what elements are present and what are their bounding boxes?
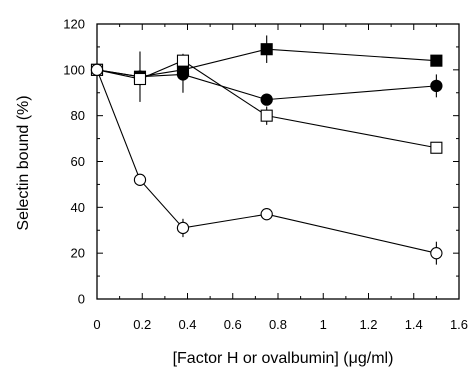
y-tick-label: 60: [71, 154, 85, 169]
x-tick-label: 0.6: [224, 317, 242, 332]
data-point: [430, 79, 443, 93]
data-point: [133, 173, 147, 186]
x-tick-label: 1.6: [450, 317, 468, 332]
data-point: [430, 141, 443, 154]
plot-frame: [96, 23, 460, 300]
x-tick-label: 0.8: [269, 317, 287, 332]
data-point: [260, 43, 273, 56]
y-tick-label: 0: [78, 292, 85, 307]
data-point: [430, 54, 443, 67]
data-point: [176, 221, 190, 235]
data-point: [176, 68, 190, 81]
x-tick-label: 0.2: [133, 317, 151, 332]
series-layer: [90, 35, 443, 265]
y-tick-label: 120: [63, 17, 85, 32]
x-tick-label: 0: [93, 317, 100, 332]
y-axis-title: Selectin bound (%): [15, 95, 32, 230]
data-point: [90, 63, 104, 76]
x-tick-label: 1.2: [359, 317, 377, 332]
data-point: [260, 93, 273, 106]
y-tick-label: 100: [63, 62, 85, 77]
x-axis-title: [Factor H or ovalbumin] (μg/ml): [173, 350, 394, 367]
data-point: [260, 208, 273, 221]
axes: 0 0.2 0.4 0.6 0.8 1 1.2 1.4 1.6 0 20 40 60 80 100 120: [63, 17, 468, 333]
x-tick-label: 1.4: [405, 317, 423, 332]
data-point: [133, 72, 147, 86]
data-point: [176, 54, 190, 67]
y-tick-label: 20: [71, 246, 85, 261]
series-open-circle: [90, 63, 443, 265]
data-point: [260, 109, 273, 122]
y-tick-label: 40: [71, 200, 85, 215]
y-tick-label: 80: [71, 108, 85, 123]
x-tick-label: 0.4: [178, 317, 196, 332]
data-point: [430, 247, 443, 260]
x-tick-label: 1: [320, 317, 327, 332]
